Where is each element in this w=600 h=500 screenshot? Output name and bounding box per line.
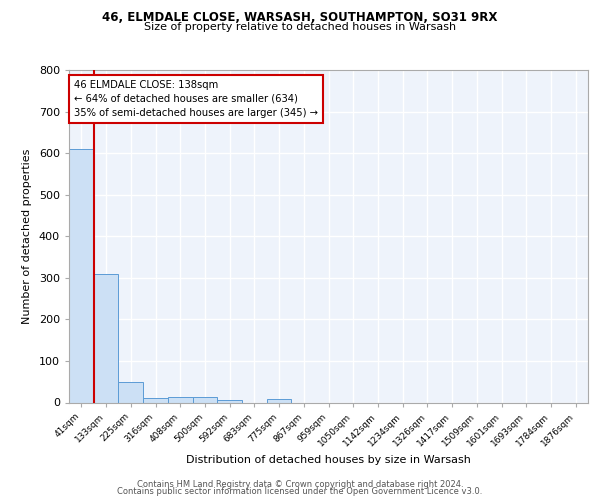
X-axis label: Distribution of detached houses by size in Warsash: Distribution of detached houses by size …: [186, 454, 471, 464]
Bar: [69, 150, 94, 402]
Bar: [193, 397, 217, 402]
Bar: [118, 382, 143, 402]
Text: 46, ELMDALE CLOSE, WARSASH, SOUTHAMPTON, SO31 9RX: 46, ELMDALE CLOSE, WARSASH, SOUTHAMPTON,…: [103, 11, 497, 24]
Text: Contains HM Land Registry data © Crown copyright and database right 2024.: Contains HM Land Registry data © Crown c…: [137, 480, 463, 489]
Bar: [94, 274, 118, 402]
Bar: [267, 399, 292, 402]
Text: Size of property relative to detached houses in Warsash: Size of property relative to detached ho…: [144, 22, 456, 32]
Y-axis label: Number of detached properties: Number of detached properties: [22, 148, 32, 324]
Bar: [143, 398, 168, 402]
Bar: [168, 397, 193, 402]
Bar: [217, 400, 242, 402]
Text: Contains public sector information licensed under the Open Government Licence v3: Contains public sector information licen…: [118, 487, 482, 496]
Text: 46 ELMDALE CLOSE: 138sqm
← 64% of detached houses are smaller (634)
35% of semi-: 46 ELMDALE CLOSE: 138sqm ← 64% of detach…: [74, 80, 318, 118]
